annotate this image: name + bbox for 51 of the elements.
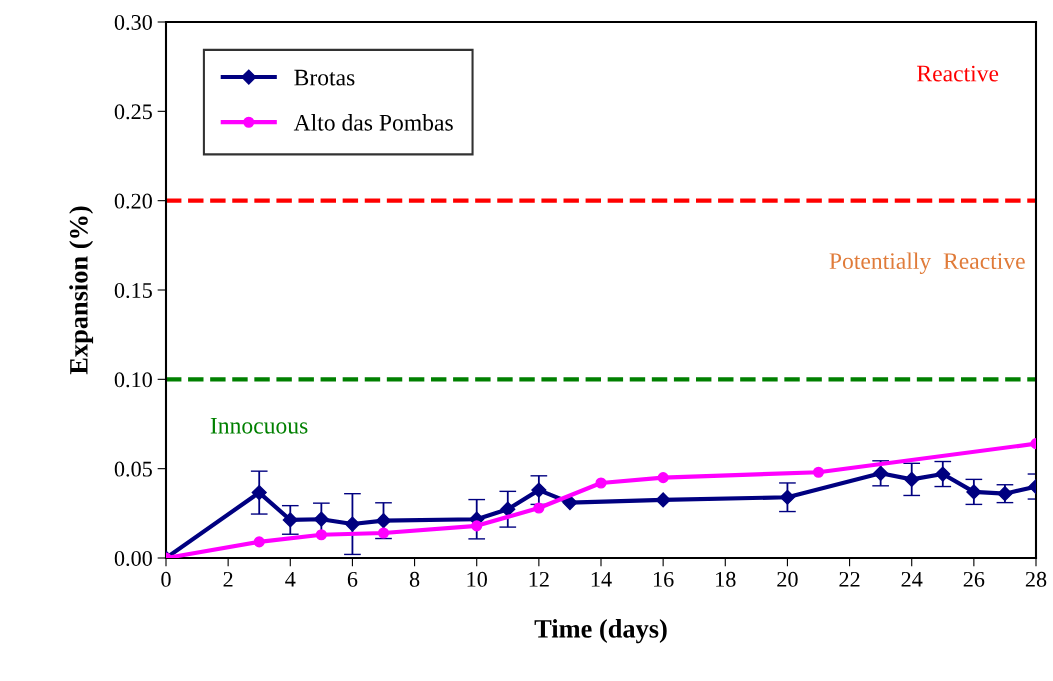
point <box>315 529 327 541</box>
x-tick-label: 14 <box>591 571 612 587</box>
x-tick-label: 12 <box>529 571 549 587</box>
point <box>533 502 545 514</box>
point <box>655 492 671 508</box>
point <box>966 484 982 500</box>
legend-label: Brotas <box>294 69 355 86</box>
point <box>873 465 889 481</box>
point <box>595 477 607 489</box>
point <box>812 466 825 478</box>
x-tick-label: 28 <box>1025 571 1047 587</box>
annotation: Reactive <box>917 65 999 82</box>
point <box>377 527 390 539</box>
point <box>562 495 578 511</box>
x-tick-label: 6 <box>347 571 358 587</box>
x-tick-label: 18 <box>716 571 736 587</box>
point <box>779 489 795 505</box>
point <box>531 482 547 498</box>
x-tick-label: 2 <box>223 571 233 587</box>
point <box>375 513 392 529</box>
annotation: Innocuous <box>210 417 308 434</box>
x-tick-label: 22 <box>839 571 860 587</box>
point <box>657 472 669 484</box>
x-tick-label: 8 <box>409 571 420 587</box>
point <box>904 471 920 487</box>
x-tick-label: 26 <box>963 571 985 587</box>
y-tick-label: 0.05 <box>114 461 152 477</box>
y-tick-label: 0.25 <box>114 104 152 120</box>
y-tick-label: 0.00 <box>114 550 152 567</box>
y-tick-label: 0.30 <box>114 14 152 31</box>
point <box>313 511 329 527</box>
x-tick-label: 4 <box>285 571 296 587</box>
x-tick-label: 10 <box>467 571 487 587</box>
y-tick-label: 0.20 <box>114 193 152 209</box>
point <box>251 485 267 501</box>
x-tick-label: 24 <box>901 571 923 587</box>
legend-label: Alto das Pombas <box>293 114 453 131</box>
point <box>253 536 265 548</box>
point <box>500 501 516 517</box>
y-tick-label: 0.15 <box>114 282 152 299</box>
point <box>282 512 298 528</box>
y-axis-title: Expansion (%) <box>69 206 94 375</box>
point <box>471 520 483 532</box>
x-tick-label: 16 <box>653 571 674 587</box>
x-tick-label: 0 <box>161 571 171 587</box>
annotation: Potentially Reactive <box>829 252 1025 274</box>
x-tick-label: 20 <box>777 571 798 587</box>
point <box>935 466 951 482</box>
y-tick-label: 0.10 <box>114 372 152 388</box>
x-axis-title: Time (days) <box>534 619 667 644</box>
point <box>344 516 360 532</box>
